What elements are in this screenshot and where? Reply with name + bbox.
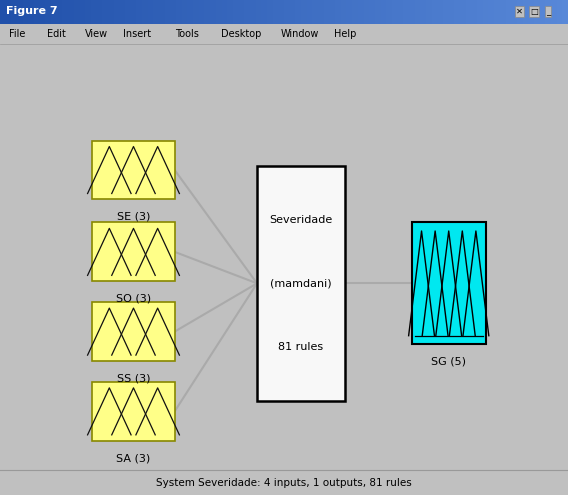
Text: _: _ xyxy=(546,7,550,16)
Text: Tools: Tools xyxy=(176,29,199,39)
Bar xyxy=(412,222,486,344)
Text: View: View xyxy=(85,29,108,39)
Bar xyxy=(92,382,175,441)
Text: Window: Window xyxy=(281,29,320,39)
Bar xyxy=(92,222,175,281)
Text: System Severidade: 4 inputs, 1 outputs, 81 rules: System Severidade: 4 inputs, 1 outputs, … xyxy=(156,478,412,488)
Text: Figure 7: Figure 7 xyxy=(6,6,57,16)
Text: Desktop: Desktop xyxy=(221,29,261,39)
Text: Edit: Edit xyxy=(47,29,65,39)
Bar xyxy=(92,141,175,199)
Text: □: □ xyxy=(530,7,538,16)
Text: SG (5): SG (5) xyxy=(431,357,466,367)
Text: SS (3): SS (3) xyxy=(117,374,150,384)
Text: SE (3): SE (3) xyxy=(117,212,150,222)
Bar xyxy=(92,302,175,361)
Text: ✕: ✕ xyxy=(516,7,523,16)
Text: (mamdani): (mamdani) xyxy=(270,278,332,289)
Text: Insert: Insert xyxy=(123,29,151,39)
Text: 81 rules: 81 rules xyxy=(278,342,324,352)
Bar xyxy=(257,166,345,401)
Text: SO (3): SO (3) xyxy=(116,294,151,304)
Text: Help: Help xyxy=(334,29,356,39)
Text: File: File xyxy=(9,29,25,39)
Text: SA (3): SA (3) xyxy=(116,453,151,463)
Text: Severidade: Severidade xyxy=(269,215,333,225)
